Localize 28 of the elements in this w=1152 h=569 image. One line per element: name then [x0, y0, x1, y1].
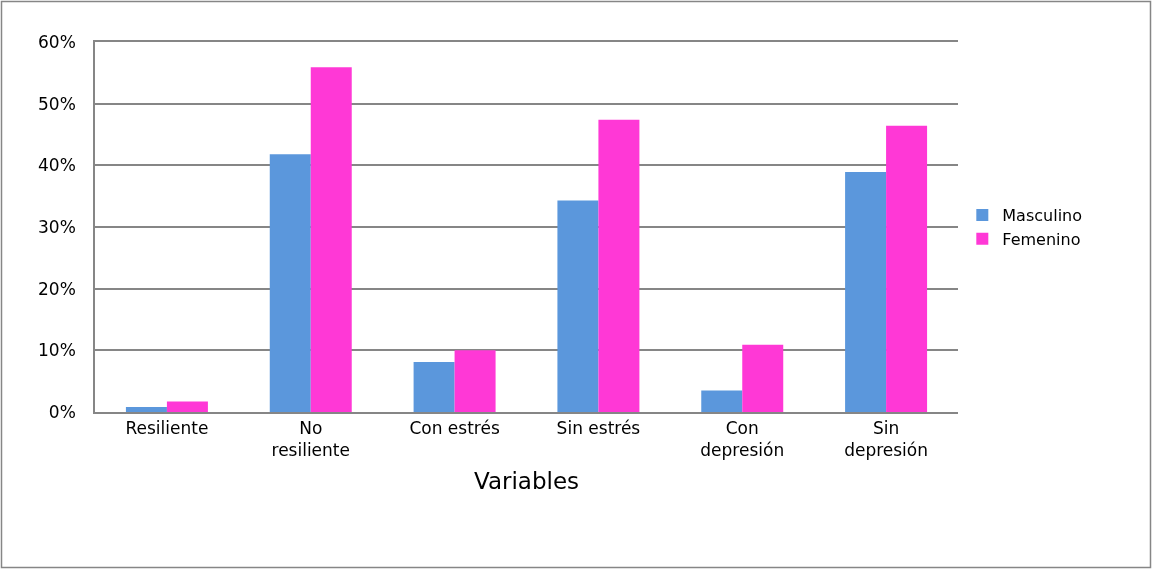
- bar: [413, 362, 455, 412]
- y-tick-label: 40%: [38, 155, 76, 176]
- bar: [269, 154, 311, 412]
- y-tick-label: 50%: [38, 93, 76, 114]
- x-tick-label: Con estrés: [409, 418, 500, 439]
- x-tick-label: Sin depresión: [844, 418, 929, 461]
- bar: [125, 407, 167, 412]
- bar: [742, 344, 784, 412]
- x-tick-label: Sin estrés: [556, 418, 641, 439]
- legend-label: Femenino: [1002, 229, 1081, 249]
- x-tick-label: No resiliente: [271, 418, 350, 461]
- bar: [557, 200, 599, 412]
- y-tick-label: 0%: [48, 401, 76, 422]
- bar: [166, 401, 208, 412]
- x-tick-label: Con depresión: [700, 418, 785, 461]
- bar: [598, 119, 640, 412]
- bar: [845, 172, 887, 412]
- legend-label: Masculino: [1002, 206, 1083, 226]
- x-axis-title: Variables: [473, 468, 580, 495]
- y-tick-label: 60%: [38, 31, 76, 52]
- bar: [886, 125, 928, 412]
- y-tick-label: 20%: [38, 278, 76, 299]
- x-tick-label: Resiliente: [125, 418, 209, 439]
- bar: [701, 390, 743, 412]
- bar: [310, 67, 352, 412]
- bar: [454, 350, 496, 412]
- y-tick-label: 10%: [38, 340, 76, 361]
- y-tick-label: 30%: [38, 216, 76, 237]
